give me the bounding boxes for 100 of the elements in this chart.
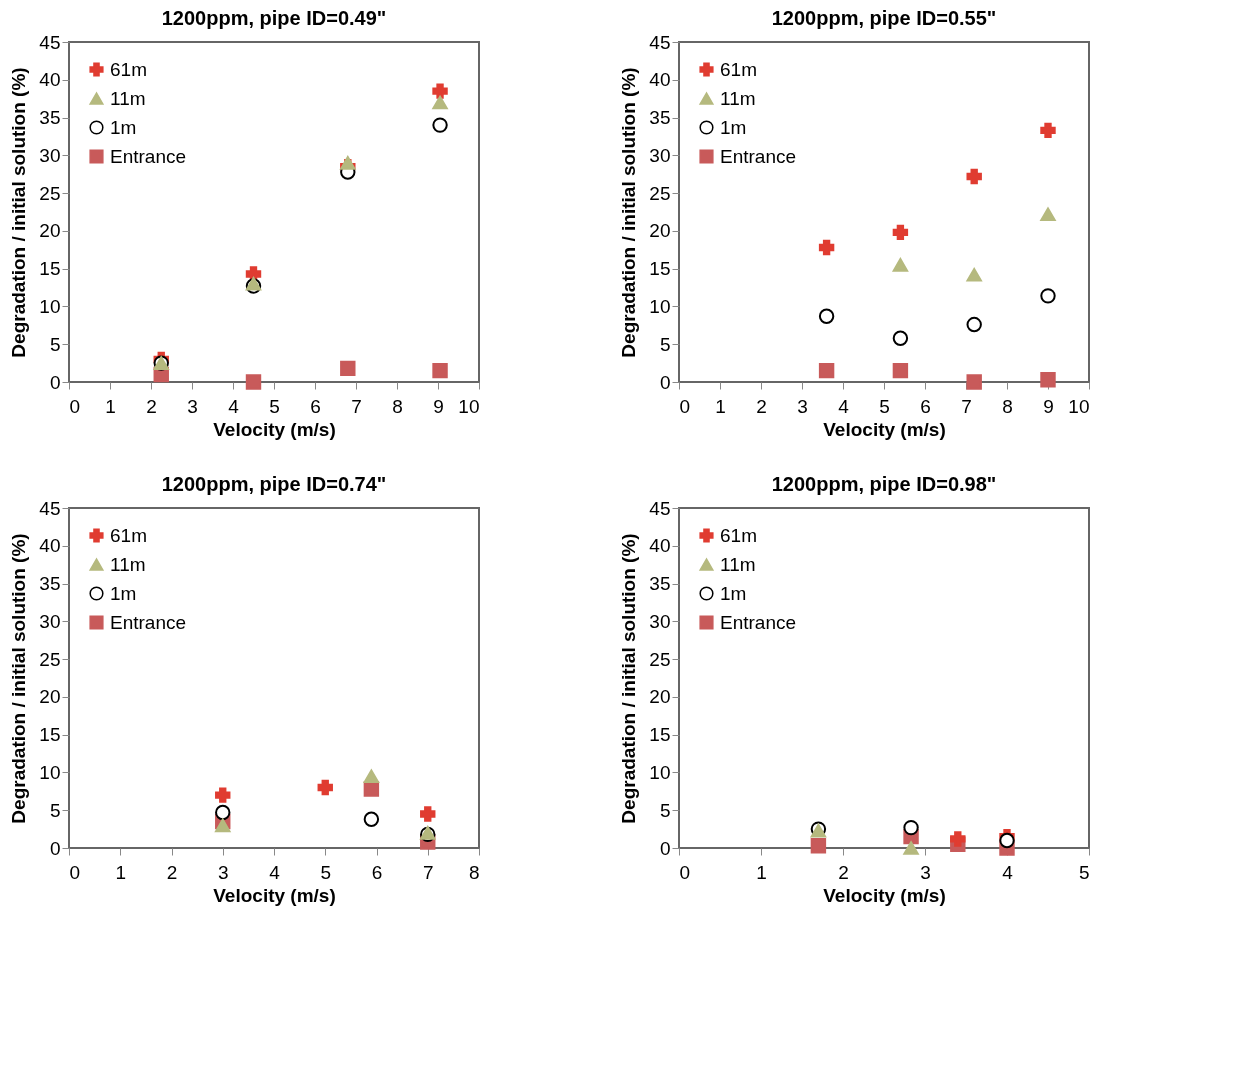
x-tick-label: 8	[392, 395, 403, 417]
x-tick-label: 6	[310, 395, 321, 417]
y-tick-label: 45	[39, 31, 61, 53]
y-tick-label: 25	[649, 648, 671, 670]
y-tick-label: 40	[649, 535, 671, 557]
legend-label: 11m	[720, 87, 756, 109]
y-tick-label: 35	[649, 573, 671, 595]
y-tick-label: 15	[649, 258, 671, 280]
y-tick-label: 20	[39, 220, 61, 242]
x-tick-label: 0	[679, 861, 691, 883]
legend-label: 1m	[720, 116, 747, 138]
x-axis-title: Velocity (m/s)	[213, 884, 336, 906]
x-axis-title: Velocity (m/s)	[823, 884, 946, 906]
y-tick-label: 0	[659, 371, 671, 393]
y-tick-label: 0	[49, 837, 61, 859]
y-tick-label: 20	[39, 686, 61, 708]
y-tick-label: 45	[649, 31, 671, 53]
y-tick-label: 15	[649, 724, 671, 746]
y-tick-label: 5	[659, 333, 671, 355]
y-axis-title: Degradation / initial solution (%)	[8, 67, 30, 358]
x-tick-label: 1	[115, 861, 127, 883]
legend-label: 61m	[720, 58, 757, 80]
x-tick-label: 5	[320, 861, 332, 883]
y-axis-title: Degradation / initial solution (%)	[618, 533, 640, 824]
x-tick-label: 2	[166, 861, 178, 883]
x-tick-label: 6	[371, 861, 383, 883]
x-axis-title: Velocity (m/s)	[823, 418, 946, 440]
x-tick-label: 9	[1043, 395, 1054, 417]
y-tick-label: 0	[659, 837, 671, 859]
x-tick-label: 6	[920, 395, 931, 417]
y-tick-label: 40	[649, 69, 671, 91]
y-tick-label: 10	[649, 761, 671, 783]
legend-label: 1m	[110, 582, 137, 604]
y-tick-label: 45	[649, 497, 671, 519]
x-tick-label: 3	[797, 395, 808, 417]
x-tick-label: 10	[1068, 395, 1090, 417]
legend-label: Entrance	[720, 611, 797, 633]
y-tick-label: 10	[649, 295, 671, 317]
x-tick-label: 8	[468, 861, 480, 883]
x-tick-label: 2	[838, 861, 849, 883]
x-tick-label: 10	[458, 395, 480, 417]
y-tick-label: 30	[39, 610, 61, 632]
x-tick-label: 3	[920, 861, 931, 883]
legend-label: 1m	[110, 116, 137, 138]
x-tick-label: 5	[879, 395, 890, 417]
legend-label: Entrance	[720, 145, 797, 167]
legend-label: 61m	[720, 524, 757, 546]
chart-title: 1200ppm, pipe ID=0.98"	[771, 473, 997, 495]
y-tick-label: 40	[39, 69, 61, 91]
x-tick-label: 4	[228, 395, 240, 417]
legend-label: Entrance	[110, 611, 187, 633]
legend-label: 1m	[720, 582, 747, 604]
x-tick-label: 4	[269, 861, 281, 883]
y-tick-label: 25	[39, 182, 61, 204]
chart-title: 1200ppm, pipe ID=0.74"	[161, 473, 387, 495]
y-tick-label: 45	[39, 497, 61, 519]
x-tick-label: 7	[351, 395, 362, 417]
y-tick-label: 30	[649, 144, 671, 166]
x-tick-label: 2	[146, 395, 157, 417]
x-tick-label: 5	[269, 395, 280, 417]
y-tick-label: 30	[649, 610, 671, 632]
x-tick-label: 4	[838, 395, 850, 417]
y-tick-label: 15	[39, 258, 61, 280]
x-tick-label: 1	[715, 395, 726, 417]
y-axis-title: Degradation / initial solution (%)	[618, 67, 640, 358]
chart-title: 1200ppm, pipe ID=0.49"	[161, 7, 387, 29]
y-tick-label: 20	[649, 220, 671, 242]
y-tick-label: 10	[39, 761, 61, 783]
legend-label: 61m	[110, 524, 147, 546]
x-tick-label: 7	[961, 395, 972, 417]
y-tick-label: 35	[39, 107, 61, 129]
x-axis-title: Velocity (m/s)	[213, 418, 336, 440]
y-tick-label: 35	[649, 107, 671, 129]
x-tick-label: 3	[217, 861, 229, 883]
y-tick-label: 25	[649, 182, 671, 204]
y-tick-label: 0	[49, 371, 61, 393]
y-tick-label: 25	[39, 648, 61, 670]
y-tick-label: 10	[39, 295, 61, 317]
y-tick-label: 40	[39, 535, 61, 557]
x-tick-label: 3	[187, 395, 198, 417]
x-tick-label: 8	[1002, 395, 1013, 417]
chart-title: 1200ppm, pipe ID=0.55"	[771, 7, 997, 29]
x-tick-label: 0	[69, 861, 81, 883]
y-axis-title: Degradation / initial solution (%)	[8, 533, 30, 824]
legend-label: 11m	[110, 87, 146, 109]
legend-label: 61m	[110, 58, 147, 80]
y-tick-label: 15	[39, 724, 61, 746]
x-tick-label: 9	[433, 395, 444, 417]
x-tick-label: 1	[756, 861, 767, 883]
x-tick-label: 0	[69, 395, 81, 417]
legend-label: Entrance	[110, 145, 187, 167]
legend-label: 11m	[110, 553, 146, 575]
y-tick-label: 5	[659, 799, 671, 821]
y-tick-label: 5	[49, 333, 61, 355]
x-tick-label: 1	[105, 395, 116, 417]
legend-label: 11m	[720, 553, 756, 575]
y-tick-label: 35	[39, 573, 61, 595]
y-tick-label: 20	[649, 686, 671, 708]
x-tick-label: 7	[422, 861, 434, 883]
x-tick-label: 0	[679, 395, 691, 417]
